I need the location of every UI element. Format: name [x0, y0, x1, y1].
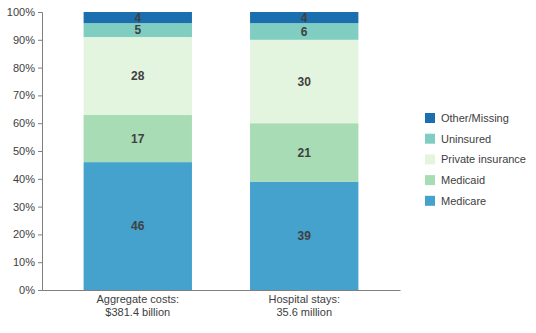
y-tick: 90% [13, 34, 42, 46]
y-tick-mark [38, 40, 42, 41]
y-tick: 60% [13, 117, 42, 129]
y-tick: 20% [13, 228, 42, 240]
x-tick-label: Hospital stays:35.6 million [268, 293, 340, 318]
x-tick-label-line: Hospital stays: [268, 293, 340, 305]
bar-segment [250, 40, 358, 123]
y-tick-mark [38, 207, 42, 208]
legend-label: Medicare [441, 195, 486, 207]
data-label: 17 [131, 132, 145, 146]
y-tick-mark [38, 123, 42, 124]
y-tick-label: 90% [13, 34, 35, 46]
x-tick: Hospital stays:35.6 million [268, 293, 340, 318]
y-tick: 40% [13, 173, 42, 185]
y-tick-label: 30% [13, 201, 35, 213]
chart: 46172854392130640%10%20%30%40%50%60%70%8… [0, 0, 536, 333]
legend-label: Uninsured [441, 133, 491, 145]
bar-segment [250, 23, 358, 40]
y-tick-label: 20% [13, 228, 35, 240]
x-axis: Aggregate costs:$381.4 billion Hospital s… [43, 291, 401, 319]
y-axis-line [38, 13, 43, 291]
data-label: 30 [298, 75, 312, 89]
legend-swatch [425, 154, 435, 164]
data-label: 4 [134, 11, 141, 25]
legend-swatch [425, 134, 435, 144]
legend-swatch [425, 175, 435, 185]
y-tick-label: 70% [13, 89, 35, 101]
y-tick-label: 40% [13, 173, 35, 185]
bar-segment [250, 123, 358, 181]
x-tick-label-line: $381.4 billion [105, 306, 170, 318]
x-axis-line [43, 290, 401, 291]
x-tick: Aggregate costs:$381.4 billion [97, 293, 180, 318]
bar-segment [84, 23, 192, 37]
y-tick-mark [38, 151, 42, 152]
bar-segment [84, 115, 192, 162]
y-tick: 10% [13, 256, 42, 268]
y-tick-label: 10% [13, 256, 35, 268]
y-tick-label: 100% [7, 6, 35, 18]
data-label: 39 [298, 229, 312, 243]
legend-swatch [425, 113, 435, 123]
y-tick: 30% [13, 201, 42, 213]
y-tick-label: 80% [13, 62, 35, 74]
x-tick-label-line: Aggregate costs: [97, 293, 180, 305]
y-tick-mark [38, 12, 42, 13]
data-label: 6 [301, 25, 308, 39]
x-tick-label-line: 35.6 million [276, 306, 332, 318]
legend-swatch [425, 196, 435, 206]
bar-segment [250, 182, 358, 290]
data-labels: 4617285439213064 [131, 11, 311, 243]
legend-label: Other/Missing [441, 112, 509, 124]
y-tick: 50% [13, 145, 42, 157]
data-label: 21 [298, 146, 312, 160]
y-tick-mark [38, 68, 42, 69]
x-tick-label: Aggregate costs:$381.4 billion [97, 293, 180, 318]
y-tick-label: 60% [13, 117, 35, 129]
y-tick-mark [38, 234, 42, 235]
bar-segment [84, 37, 192, 115]
y-tick: 70% [13, 89, 42, 101]
data-label: 5 [134, 23, 141, 37]
data-label: 28 [131, 69, 145, 83]
y-tick-label: 50% [13, 145, 35, 157]
data-label: 46 [131, 219, 145, 233]
y-tick-mark [38, 290, 42, 291]
y-tick-mark [38, 262, 42, 263]
legend-label: Medicaid [441, 174, 485, 186]
legend-label: Private insurance [441, 153, 526, 165]
bar-segment [84, 162, 192, 290]
y-tick-mark [38, 95, 42, 96]
bars [84, 12, 359, 290]
y-axis: 0% 10% 20% 30% 40% 50% 60% 70% 80% 90% 100% [7, 6, 43, 296]
y-tick: 0% [19, 284, 42, 296]
y-tick: 80% [13, 62, 42, 74]
data-label: 4 [301, 11, 308, 25]
legend: Other/Missing Uninsured Private insurance M… [425, 112, 526, 207]
y-tick-label: 0% [19, 284, 35, 296]
y-tick: 100% [7, 6, 42, 18]
y-tick-mark [38, 179, 42, 180]
